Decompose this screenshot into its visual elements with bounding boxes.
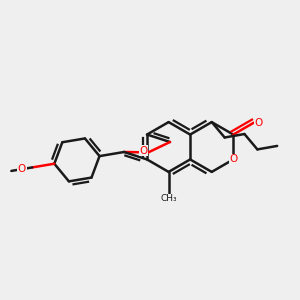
Text: O: O	[229, 154, 237, 164]
Text: O: O	[140, 146, 148, 156]
Text: CH₃: CH₃	[160, 194, 177, 203]
Text: O: O	[18, 164, 26, 174]
Text: O: O	[254, 118, 262, 128]
